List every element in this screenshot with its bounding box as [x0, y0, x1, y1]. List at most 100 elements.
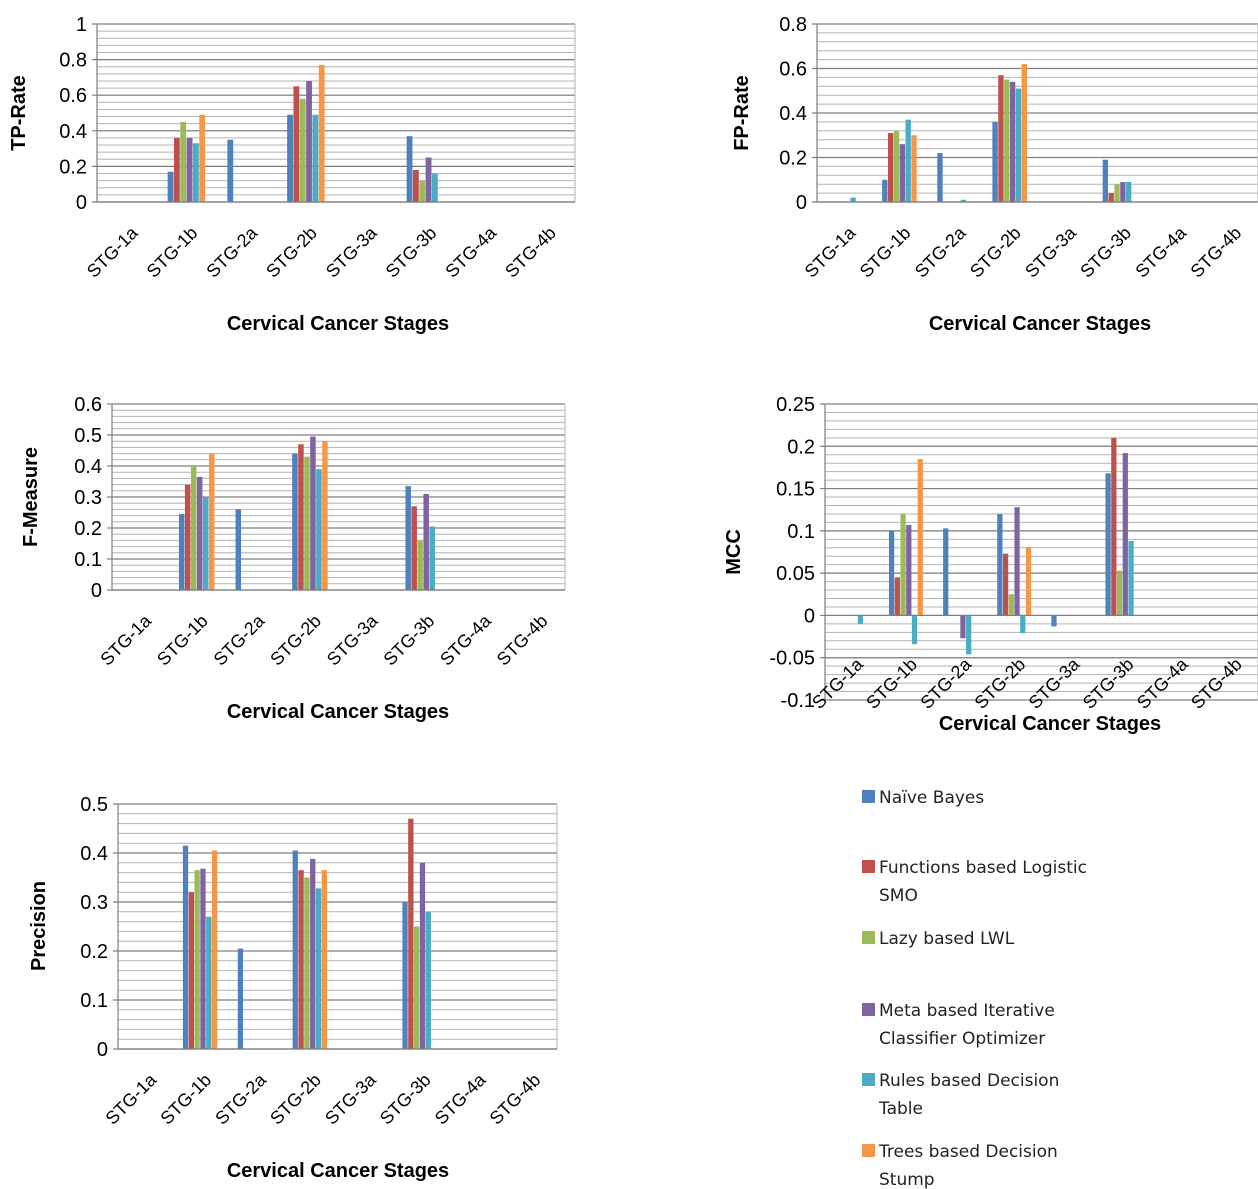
legend-swatch [862, 1003, 875, 1016]
bar [917, 458, 923, 616]
x-tick-label: STG-4b [501, 223, 560, 282]
y-axis-title: TP-Rate [8, 75, 30, 151]
legend-label: Naïve Bayes [879, 788, 984, 808]
bar [304, 456, 310, 590]
x-tick-label: STG-2a [210, 610, 269, 669]
bar [911, 135, 917, 202]
legend-label: SMO [879, 886, 918, 906]
bar [318, 64, 325, 202]
y-tick-label: 0.5 [80, 794, 108, 816]
legend: Naïve Bayes Functions based Logistic SMO La… [862, 788, 1087, 1189]
bar [992, 121, 998, 202]
bar [431, 173, 438, 202]
y-tick-label: 0.5 [74, 425, 102, 447]
bar [900, 513, 906, 616]
bar [408, 818, 414, 1049]
legend-label: Rules based Decision [879, 1071, 1059, 1091]
bar [167, 171, 174, 202]
x-tick-label: STG-3b [376, 1070, 435, 1129]
bar [211, 850, 218, 1049]
x-tick-label: STG-1a [801, 222, 860, 281]
bar [235, 509, 242, 590]
bar [304, 877, 310, 1049]
y-tick-label: 0.3 [80, 892, 108, 914]
bar [292, 850, 298, 1049]
bar [310, 436, 316, 590]
y-tick-label: 0.2 [59, 156, 87, 178]
y-tick-label: -0.1 [781, 690, 815, 712]
y-axis-title: Precision [28, 881, 50, 971]
x-tick-label: STG-4b [493, 611, 552, 670]
bar [196, 476, 203, 590]
bar [173, 137, 180, 202]
bar [180, 121, 187, 202]
bar [411, 506, 417, 590]
legend-label: Classifier Optimizer [879, 1029, 1045, 1049]
y-tick-label: -0.05 [769, 648, 815, 670]
bar [322, 441, 328, 590]
bar [200, 868, 206, 1049]
legend-swatch [862, 790, 875, 803]
bar [299, 98, 306, 202]
bar [199, 114, 206, 202]
bar [899, 144, 906, 202]
chart-mcc: -0.1-0.0500.050.10.150.20.25STG-1aSTG-1b… [723, 394, 1258, 735]
chart-precision: 0 0.1 0.2 0.3 0.4 0.5 STG-1aSTG-1bSTG-2aSTG-2b… [28, 794, 558, 1182]
bar [292, 453, 298, 590]
x-tick-label: STG-3a [322, 222, 381, 281]
y-tick-label: 0.2 [74, 518, 102, 540]
x-tick-label: STG-2b [266, 611, 325, 670]
bar [1102, 159, 1109, 202]
y-axis-title: F-Measure [20, 447, 42, 547]
legend-swatch [862, 1073, 875, 1086]
x-tick-label: STG-4a [1131, 222, 1190, 281]
x-tick-label: STG-1b [153, 611, 212, 670]
bar [966, 615, 972, 655]
bar [237, 948, 244, 1049]
y-tick-label: 0.4 [59, 121, 87, 143]
bar [306, 80, 312, 202]
bar [202, 497, 209, 590]
bar [194, 870, 200, 1049]
y-tick-label: 0.25 [776, 394, 815, 416]
legend-swatch [862, 860, 875, 873]
bar [888, 133, 894, 202]
legend-label: Functions based Logistic [879, 858, 1087, 878]
x-tick-label: STG-3a [323, 610, 382, 669]
bar [417, 540, 423, 590]
x-tick-label: STG-2a [911, 222, 970, 281]
legend-swatch [862, 931, 875, 944]
bar [310, 858, 316, 1049]
x-axis-title: Cervical Cancer Stages [929, 313, 1151, 335]
y-tick-label: 0.1 [80, 990, 108, 1012]
x-tick-label: STG-1a [83, 222, 142, 281]
y-tick-label: 0.4 [74, 456, 102, 478]
bar [419, 180, 426, 202]
y-tick-label: 0.2 [779, 148, 807, 170]
bar [429, 526, 435, 590]
legend-label: Lazy based LWL [879, 929, 1015, 949]
bar [412, 169, 419, 202]
y-tick-label: 0.8 [779, 14, 807, 36]
bar [315, 888, 322, 1049]
x-tick-label: STG-1b [856, 223, 915, 282]
bar [1020, 615, 1026, 634]
bar [998, 75, 1004, 202]
y-tick-label: 0 [804, 605, 815, 627]
x-axis-title: Cervical Cancer Stages [227, 701, 449, 723]
x-axis-title: Cervical Cancer Stages [227, 1160, 449, 1182]
y-tick-label: 0.8 [59, 50, 87, 72]
bar [888, 530, 895, 616]
bar [1021, 64, 1027, 202]
bar [1122, 453, 1128, 616]
legend-swatch [862, 1144, 875, 1157]
bar [1008, 594, 1014, 616]
bar [1025, 546, 1032, 616]
x-tick-label: STG-1a [102, 1069, 161, 1128]
bar [186, 137, 193, 202]
bar [943, 528, 949, 616]
bar [316, 469, 322, 590]
y-tick-label: 0.6 [59, 85, 87, 107]
bar [405, 486, 411, 590]
